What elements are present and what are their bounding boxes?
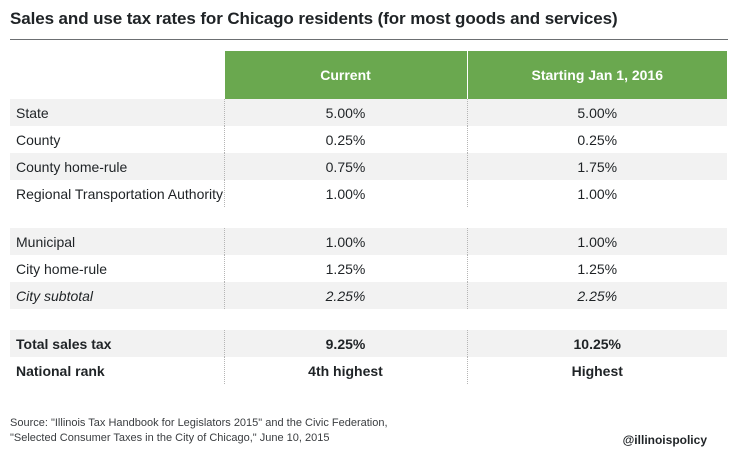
current-rate: 1.25% — [223, 255, 467, 282]
current-rate: 5.00% — [223, 99, 467, 126]
starting-rate: 2.25% — [466, 282, 727, 309]
current-rate: 1.00% — [223, 180, 467, 207]
tax-rates-table: Current Starting Jan 1, 2016 State 5.00%… — [10, 51, 727, 384]
table-row: City home-rule 1.25% 1.25% — [10, 255, 727, 282]
table-row: County 0.25% 0.25% — [10, 126, 727, 153]
current-rate: 9.25% — [223, 330, 467, 357]
table-row: County home-rule 0.75% 1.75% — [10, 153, 727, 180]
rank-row: National rank 4th highest Highest — [10, 357, 727, 384]
current-rate: 2.25% — [223, 282, 467, 309]
section-spacer — [10, 309, 727, 330]
row-label: National rank — [16, 362, 105, 379]
header-row: Current Starting Jan 1, 2016 — [10, 51, 727, 99]
table-row: State 5.00% 5.00% — [10, 99, 727, 126]
column-header-starting: Starting Jan 1, 2016 — [466, 51, 727, 99]
row-label: Municipal — [16, 233, 76, 250]
row-label: State — [16, 104, 49, 121]
current-rate: 0.25% — [223, 126, 467, 153]
row-label: City subtotal — [16, 287, 94, 304]
starting-rate: 5.00% — [466, 99, 727, 126]
table-row: Municipal 1.00% 1.00% — [10, 228, 727, 255]
row-label: County home-rule — [16, 158, 128, 175]
starting-rank: Highest — [466, 357, 727, 384]
header-blank-cell — [10, 51, 224, 99]
starting-rate: 1.00% — [466, 228, 727, 255]
row-label: Regional Transportation Authority — [16, 185, 224, 202]
current-rate: 1.00% — [223, 228, 467, 255]
starting-rate: 10.25% — [466, 330, 727, 357]
source-line-2: "Selected Consumer Taxes in the City of … — [10, 432, 330, 444]
table-row: Regional Transportation Authority 1.00% … — [10, 180, 727, 207]
source-line-1: Source: "Illinois Tax Handbook for Legis… — [10, 417, 388, 429]
brand-handle: @illinoispolicy — [622, 433, 707, 447]
total-row: Total sales tax 9.25% 10.25% — [10, 330, 727, 357]
page-title: Sales and use tax rates for Chicago resi… — [10, 9, 618, 28]
row-label: Total sales tax — [16, 335, 112, 352]
starting-rate: 1.75% — [466, 153, 727, 180]
starting-rate: 0.25% — [466, 126, 727, 153]
current-rate: 0.75% — [223, 153, 467, 180]
source-note: Source: "Illinois Tax Handbook for Legis… — [10, 416, 388, 446]
subtotal-row: City subtotal 2.25% 2.25% — [10, 282, 727, 309]
current-rank: 4th highest — [223, 357, 467, 384]
title-divider — [10, 39, 728, 40]
starting-rate: 1.00% — [466, 180, 727, 207]
starting-rate: 1.25% — [466, 255, 727, 282]
column-header-current: Current — [223, 51, 467, 99]
section-spacer — [10, 207, 727, 228]
row-label: County — [16, 131, 61, 148]
row-label: City home-rule — [16, 260, 108, 277]
